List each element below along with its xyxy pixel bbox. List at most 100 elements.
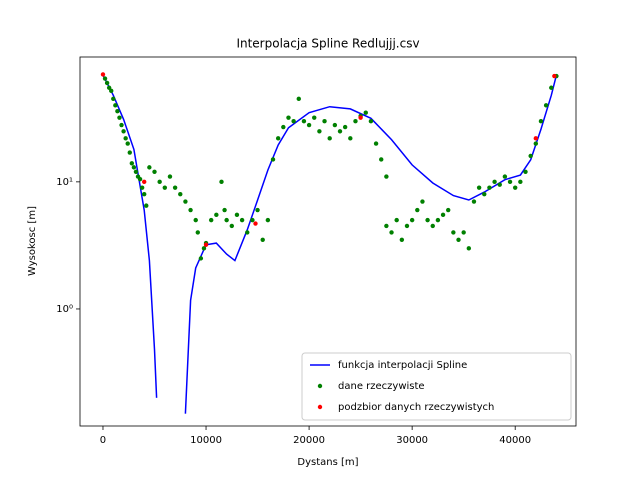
scatter-point <box>100 72 106 77</box>
scatter-point <box>523 169 528 174</box>
scatter-point <box>512 185 518 190</box>
scatter-point <box>552 73 557 79</box>
scatter-point <box>518 179 523 185</box>
scatter-point <box>133 169 139 174</box>
scatter-point <box>389 230 394 235</box>
scatter-point <box>301 119 307 124</box>
scatter-point <box>106 85 112 90</box>
scatter-point <box>461 230 466 235</box>
scatter-point <box>123 136 128 141</box>
scatter-point <box>384 174 389 179</box>
scatter-point <box>142 179 147 185</box>
scatter-point <box>451 230 456 235</box>
scatter-point <box>104 80 110 86</box>
scatter-point <box>129 161 135 166</box>
scatter-point <box>219 179 224 185</box>
scatter-point <box>502 174 508 179</box>
scatter-point <box>131 165 137 170</box>
scatter-point <box>466 246 472 251</box>
scatter-point <box>188 207 193 213</box>
scatter-point <box>119 122 124 128</box>
scatter-point <box>203 242 209 247</box>
scatter-point <box>492 179 497 185</box>
scatter-point <box>102 76 108 81</box>
legend-label: podzbior danych rzeczywistych <box>338 402 494 413</box>
scatter-point <box>111 96 116 102</box>
scatter-point <box>125 141 130 146</box>
x-tick-label: 10000 <box>190 435 222 446</box>
scatter-point <box>322 119 327 124</box>
scatter-point <box>109 88 114 94</box>
scatter-point <box>379 157 384 162</box>
scatter-point <box>152 169 157 174</box>
scatter-point <box>222 207 227 213</box>
legend-swatch <box>317 383 323 389</box>
scatter-point <box>291 119 296 124</box>
scatter-point <box>363 110 368 115</box>
scatter-point <box>139 185 145 190</box>
scatter-point <box>229 223 234 229</box>
scatter-point <box>384 223 389 229</box>
scatter-point <box>317 129 322 134</box>
scatter-point <box>162 185 168 190</box>
scatter-point <box>239 217 245 223</box>
x-tick-label: 0 <box>100 435 106 446</box>
scatter-point <box>157 179 162 185</box>
scatter-point <box>224 217 229 223</box>
scatter-point <box>265 217 271 223</box>
scatter-point <box>404 223 410 229</box>
scatter-point <box>121 129 126 134</box>
scatter-point <box>208 217 214 223</box>
scatter-point <box>482 191 487 197</box>
scatter-point <box>533 136 539 141</box>
scatter-point <box>342 124 348 130</box>
scatter-point <box>327 136 332 141</box>
scatter-point <box>507 179 513 185</box>
scatter-point <box>533 141 539 146</box>
scatter-point <box>250 217 255 223</box>
scatter-point <box>549 85 554 90</box>
y-axis-label: Wysokosc [m] <box>27 206 38 276</box>
scatter-point <box>420 199 425 204</box>
legend-label: dane rzeczywiste <box>338 381 425 392</box>
x-tick-label: 30000 <box>396 435 428 446</box>
scatter-point <box>528 153 533 159</box>
scatter-point <box>245 230 250 235</box>
scatter-point <box>201 246 207 251</box>
scatter-point <box>137 176 143 182</box>
scatter-point <box>471 199 477 204</box>
scatter-point <box>113 103 118 108</box>
scatter-point <box>115 108 120 114</box>
scatter-point <box>270 157 276 162</box>
scatter-point <box>446 207 451 213</box>
scatter-point <box>296 96 301 102</box>
scatter-point <box>358 115 363 120</box>
scatter-point <box>430 223 435 229</box>
scatter-point <box>142 191 147 197</box>
x-tick-label: 40000 <box>499 435 531 446</box>
scatter-point <box>260 237 265 243</box>
scatter-point <box>172 185 178 190</box>
scatter-point <box>117 115 122 120</box>
scatter-point <box>183 199 188 204</box>
scatter-point <box>497 182 502 187</box>
scatter-point <box>144 203 149 208</box>
scatter-point <box>275 136 281 141</box>
scatter-point <box>198 256 204 261</box>
scatter-point <box>306 122 312 128</box>
scatter-point <box>337 129 343 134</box>
scatter-point <box>425 217 430 223</box>
scatter-point <box>214 212 219 218</box>
scatter-point <box>281 124 286 130</box>
y-tick-label: 10¹ <box>56 177 73 188</box>
plot-area <box>100 72 559 414</box>
scatter-point <box>234 212 240 218</box>
x-tick-label: 20000 <box>293 435 325 446</box>
y-tick-label: 10⁰ <box>56 304 73 315</box>
scatter-point <box>178 191 183 197</box>
scatter-point <box>286 115 291 120</box>
scatter-point <box>195 230 200 235</box>
scatter-point <box>543 103 549 108</box>
scatter-point <box>476 185 482 190</box>
scatter-point <box>538 119 544 124</box>
